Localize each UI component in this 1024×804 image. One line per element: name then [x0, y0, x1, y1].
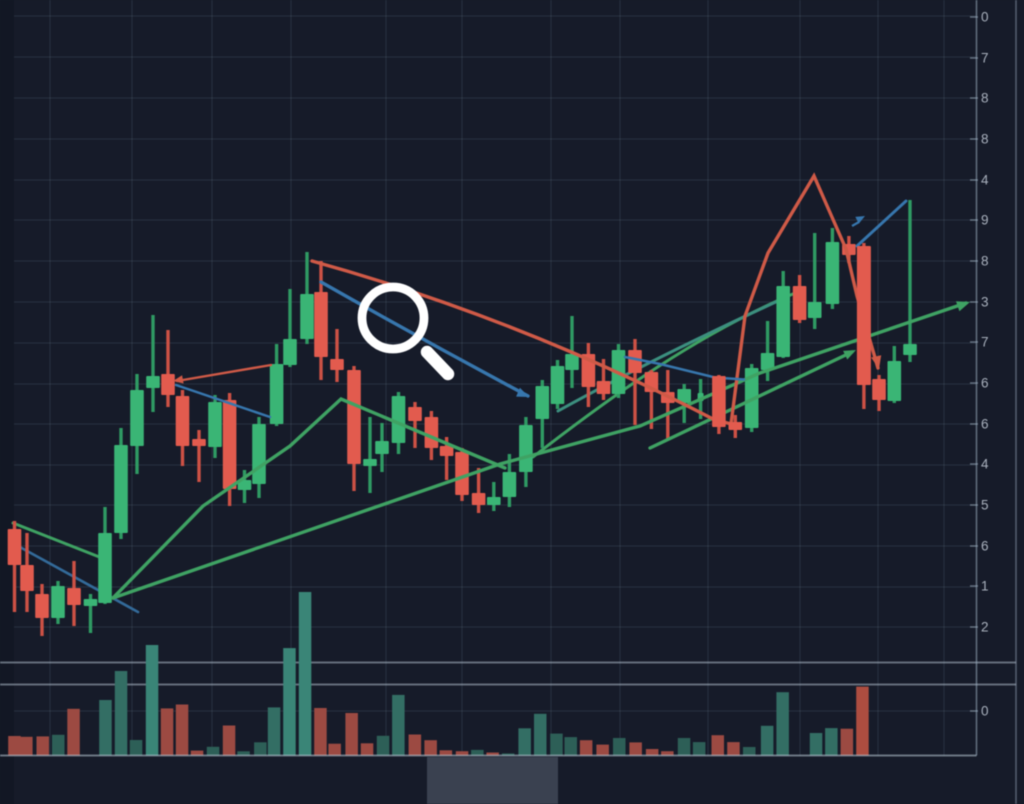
- svg-text:1: 1: [981, 579, 989, 594]
- svg-text:0: 0: [981, 704, 989, 719]
- svg-text:7: 7: [981, 51, 989, 66]
- svg-text:7: 7: [981, 335, 989, 350]
- svg-text:6: 6: [981, 417, 989, 432]
- svg-text:6: 6: [981, 539, 989, 554]
- svg-text:3: 3: [981, 295, 989, 310]
- svg-text:8: 8: [981, 132, 989, 147]
- svg-text:6: 6: [981, 376, 989, 391]
- svg-text:4: 4: [981, 457, 989, 472]
- svg-text:5: 5: [981, 498, 989, 513]
- svg-text:4: 4: [981, 173, 989, 188]
- svg-text:9: 9: [981, 213, 989, 228]
- svg-text:0: 0: [981, 10, 989, 25]
- svg-text:8: 8: [981, 91, 989, 106]
- svg-text:8: 8: [981, 254, 989, 269]
- svg-text:2: 2: [981, 620, 989, 635]
